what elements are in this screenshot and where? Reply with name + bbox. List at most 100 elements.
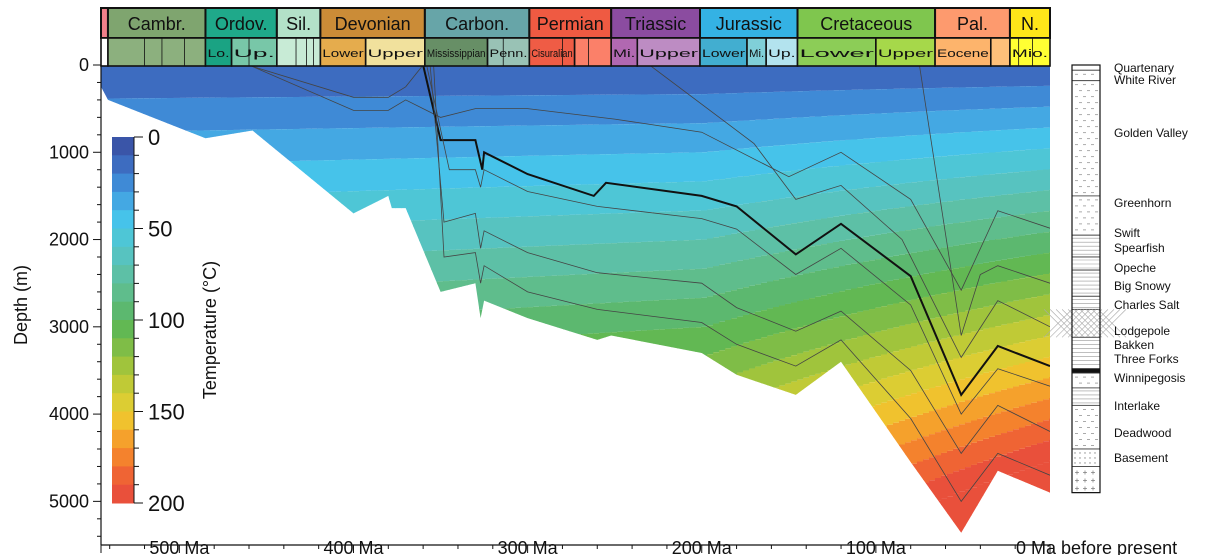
epoch-label: Upper	[368, 48, 424, 60]
colorbar-swatch-8	[112, 265, 134, 284]
epoch-label: Lower	[702, 48, 745, 60]
period-label: Sil.	[286, 14, 311, 34]
x-tick-label: 100 Ma	[846, 538, 907, 555]
colorbar-swatch-5	[112, 210, 134, 229]
column-unit-label: Bakken	[1114, 338, 1154, 352]
epoch-label: Mi.	[749, 48, 764, 60]
x-tick-label: 300 Ma	[498, 538, 559, 555]
column-unit-3	[1072, 81, 1100, 196]
epoch-label: Mississippian	[427, 48, 486, 60]
epoch-box-5	[277, 38, 321, 66]
column-unit-label: Golden Valley	[1114, 126, 1188, 140]
column-unit-label: Interlake	[1114, 399, 1160, 413]
column-pattern-mark	[1074, 457, 1075, 458]
column-pattern-mark	[1084, 452, 1085, 453]
y-tick-label: 2000	[49, 230, 89, 250]
epoch-label: Eocene	[937, 48, 989, 60]
y-tick-label: 1000	[49, 142, 89, 162]
epoch-label: Lower	[800, 48, 875, 60]
column-unit-16	[1072, 466, 1100, 492]
column-unit-8	[1072, 296, 1100, 309]
colorbar-tick-label: 200	[148, 491, 185, 516]
column-unit-15	[1072, 449, 1100, 466]
column-pattern-mark	[1089, 452, 1090, 453]
column-unit-6	[1072, 257, 1100, 270]
x-tick-label: 200 Ma	[672, 538, 733, 555]
epoch-label: Upper	[639, 48, 698, 60]
column-unit-11	[1072, 369, 1100, 373]
column-pattern-mark	[1094, 457, 1095, 458]
column-pattern-mark	[1079, 457, 1080, 458]
y-axis-label: Depth (m)	[11, 265, 31, 345]
epoch-box-1	[101, 38, 108, 66]
column-unit-box	[1072, 369, 1100, 373]
colorbar-tick-label: 100	[148, 308, 185, 333]
column-pattern-mark	[1074, 462, 1075, 463]
colorbar-swatch-11	[112, 320, 134, 339]
x-tick-label: 500 Ma	[149, 538, 210, 555]
column-pattern-mark	[1084, 457, 1085, 458]
epoch-label: Upper	[878, 48, 934, 60]
column-unit-label: Deadwood	[1114, 426, 1171, 440]
colorbar-swatch-6	[112, 229, 134, 248]
column-unit-4	[1072, 196, 1100, 235]
colorbar-swatch-10	[112, 302, 134, 321]
column-unit-label: Winnipegosis	[1114, 371, 1185, 385]
colorbar-swatch-9	[112, 283, 134, 302]
epoch-label: Lo.	[207, 48, 229, 60]
colorbar-swatch-20	[112, 485, 134, 504]
epoch-label: Up.	[234, 48, 275, 60]
column-unit-label: Charles Salt	[1114, 298, 1180, 312]
colorbar-label: Temperature (°C)	[200, 261, 220, 399]
period-label: Cretaceous	[820, 14, 912, 34]
column-unit-7	[1072, 270, 1100, 296]
x-end-label: 0 Ma before present	[1016, 538, 1177, 555]
colorbar-swatch-19	[112, 466, 134, 485]
temperature-bands	[101, 65, 1056, 555]
column-unit-label: Three Forks	[1114, 352, 1179, 366]
column-unit-13	[1072, 388, 1100, 405]
colorbar-swatch-15	[112, 393, 134, 412]
period-label: Permian	[537, 14, 604, 34]
x-tick-label: 400 Ma	[323, 538, 384, 555]
column-unit-label: Spearfish	[1114, 241, 1165, 255]
column-unit-label: Lodgepole	[1114, 324, 1170, 338]
colorbar-swatch-16	[112, 412, 134, 431]
colorbar-swatch-7	[112, 247, 134, 266]
column-unit-1	[1072, 65, 1100, 70]
epoch-label: Mio.	[1012, 48, 1048, 60]
epoch-label: Mi.	[613, 48, 635, 60]
epoch-label: Lower	[322, 48, 364, 60]
column-pattern-mark	[1079, 452, 1080, 453]
column-pattern-mark	[1094, 462, 1095, 463]
column-unit-label: White River	[1114, 73, 1176, 87]
colorbar-swatch-12	[112, 338, 134, 357]
column-pattern-mark	[1079, 462, 1080, 463]
epoch-label: Up.	[768, 48, 795, 60]
column-unit-label: Opeche	[1114, 261, 1156, 275]
y-tick-label: 5000	[49, 491, 89, 511]
period-label: Cambr.	[128, 14, 186, 34]
column-pattern-mark	[1089, 462, 1090, 463]
colorbar-swatch-17	[112, 430, 134, 449]
period-label: Triassic	[625, 14, 686, 34]
epoch-label: Penn.	[490, 48, 528, 60]
y-tick-label: 3000	[49, 317, 89, 337]
column-unit-box	[1072, 65, 1100, 70]
column-unit-10	[1072, 337, 1100, 368]
colorbar-swatch-13	[112, 357, 134, 376]
column-pattern-mark	[1074, 452, 1075, 453]
colorbar-swatch-1	[112, 137, 134, 156]
column-unit-box	[1072, 70, 1100, 80]
period-label: Carbon.	[445, 14, 509, 34]
period-label: N.	[1021, 14, 1039, 34]
colorbar-tick-label: 150	[148, 400, 185, 425]
period-label: Jurassic	[716, 14, 782, 34]
colorbar-tick-label: 0	[148, 125, 160, 150]
column-unit-box	[1072, 81, 1100, 196]
colorbar-swatch-14	[112, 375, 134, 394]
